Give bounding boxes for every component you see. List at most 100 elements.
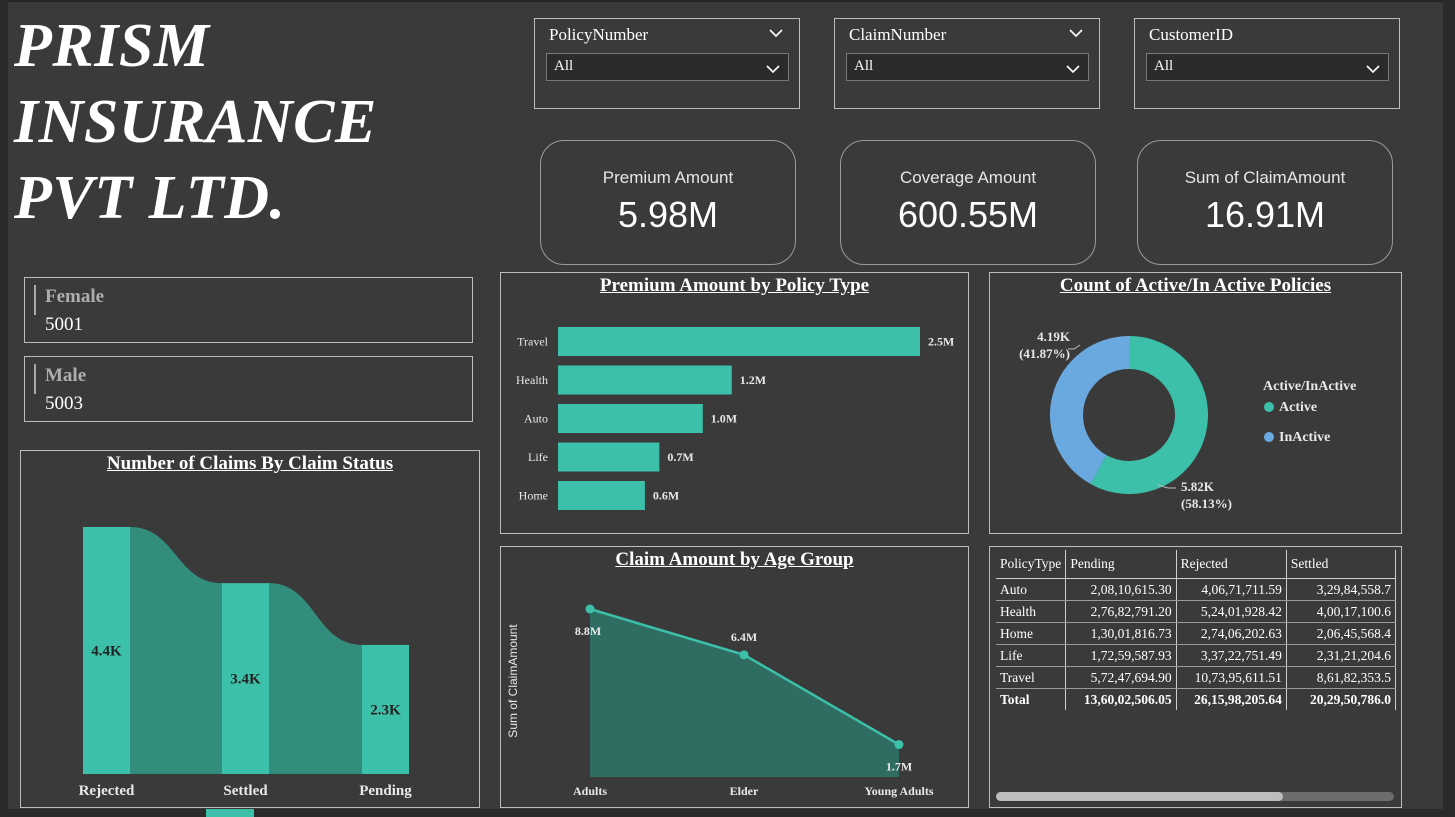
- title-line: PRISM: [14, 12, 210, 80]
- data-label: 2.3K: [370, 702, 401, 718]
- data-label: 4.19K: [1037, 329, 1071, 344]
- slicer-title: ClaimNumber: [849, 25, 947, 44]
- chevron-down-icon: [1366, 65, 1380, 74]
- table-row: Home 1,30,01,816.73 2,74,06,202.63 2,06,…: [996, 622, 1396, 645]
- coverage-amount-kpi: Coverage Amount 600.55M: [840, 140, 1096, 265]
- table-row: Auto 2,08,10,615.30 4,06,71,711.59 3,29,…: [996, 578, 1396, 601]
- bar: [558, 404, 703, 433]
- policy-number-slicer: PolicyNumber All: [534, 18, 800, 109]
- row-label: Travel: [996, 666, 1067, 689]
- table-cell: 4,06,71,711.59: [1176, 578, 1287, 601]
- data-label: 5.82K: [1181, 479, 1215, 494]
- table-cell: 2,08,10,615.30: [1065, 578, 1177, 601]
- kpi-value: 5.98M: [617, 194, 719, 235]
- kpi-label: Premium Amount: [602, 168, 734, 187]
- policy-number-dropdown[interactable]: All: [546, 53, 789, 81]
- category-label: Young Adults: [864, 784, 933, 798]
- window-right-edge: [1443, 0, 1455, 817]
- premium-by-policy-panel: Premium Amount by Policy Type Travel 2.5M…: [500, 272, 969, 534]
- matrix-horizontal-scrollbar[interactable]: [996, 792, 1394, 801]
- male-count-card: Male 5003: [24, 356, 473, 422]
- category-label: Travel: [517, 335, 549, 349]
- chart-title: Count of Active/In Active Policies: [1059, 275, 1332, 296]
- table-cell: 10,73,95,611.51: [1176, 666, 1287, 689]
- claims-by-status-panel: Number of Claims By Claim Status 4.4K Rej…: [20, 450, 480, 808]
- legend-entry: InActive: [1279, 430, 1330, 445]
- leader-line: [1157, 484, 1176, 489]
- data-label: (58.13%): [1181, 496, 1232, 511]
- legend-entry: Active: [1279, 400, 1317, 415]
- column-header[interactable]: Settled: [1286, 550, 1396, 579]
- kpi-label: Sum of ClaimAmount: [1184, 168, 1346, 187]
- customer-id-dropdown[interactable]: All: [1146, 53, 1389, 81]
- window-top-edge: [0, 0, 1455, 2]
- data-label: 8.8M: [575, 624, 601, 638]
- column-header[interactable]: PolicyType: [996, 550, 1067, 579]
- category-label: Elder: [730, 784, 759, 798]
- slicer-title: CustomerID: [1149, 25, 1234, 44]
- active-policies-panel: Count of Active/In Active Policies 5.82K…: [989, 272, 1402, 534]
- y-axis-label: Sum of ClaimAmount: [506, 624, 520, 738]
- bar: [558, 365, 732, 395]
- title-line: PVT LTD.: [14, 164, 286, 232]
- claim-area-chart: 8.8M 6.4M 1.7M Adults Elder Young Adults Sum o…: [506, 604, 934, 798]
- column-header[interactable]: Rejected: [1176, 550, 1287, 579]
- claim-number-dropdown[interactable]: All: [846, 53, 1089, 81]
- matrix-viewport[interactable]: PolicyType Pending Rejected Settled Auto…: [996, 550, 1396, 710]
- card-label: Male: [45, 365, 87, 386]
- slicer-title: PolicyNumber: [549, 25, 649, 44]
- customer-id-slicer: CustomerID All: [1134, 18, 1400, 109]
- table-cell: 8,61,82,353.5: [1286, 666, 1396, 689]
- category-label: Pending: [359, 783, 412, 799]
- bar: [558, 481, 645, 510]
- donut-slice-active: [1090, 336, 1208, 494]
- row-label: Total: [996, 688, 1067, 710]
- active-policies-donut: 5.82K (58.13%) 4.19K (41.87%) Active/InActiv…: [1019, 329, 1356, 511]
- dropdown-value: All: [854, 58, 874, 74]
- active-page-tab[interactable]: [206, 809, 254, 817]
- category-label: Adults: [573, 784, 607, 798]
- chevron-down-icon: [1066, 65, 1080, 74]
- total-cell: 13,60,02,506.05: [1065, 688, 1177, 710]
- legend-marker: [1264, 432, 1274, 442]
- scrollbar-thumb[interactable]: [996, 792, 1283, 801]
- row-label: Health: [996, 600, 1067, 623]
- claims-ribbon-chart: 4.4K Rejected 3.4K Settled 2.3K Pending: [79, 527, 412, 799]
- kpi-value: 600.55M: [897, 194, 1039, 235]
- table-cell: 1,72,59,587.93: [1065, 644, 1177, 667]
- chevron-down-icon[interactable]: [767, 24, 785, 42]
- data-label: 1.0M: [711, 412, 737, 426]
- table-row: Health 2,76,82,791.20 5,24,01,928.42 4,0…: [996, 600, 1396, 623]
- table-cell: 5,72,47,694.90: [1065, 666, 1177, 689]
- table-cell: 1,30,01,816.73: [1065, 622, 1177, 645]
- claims-matrix-panel: [989, 546, 1402, 808]
- table-row: Life 1,72,59,587.93 3,37,22,751.49 2,31,…: [996, 644, 1396, 667]
- table-cell: 4,00,17,100.6: [1286, 600, 1396, 623]
- data-label: 0.7M: [667, 450, 693, 464]
- total-cell: 20,29,50,786.0: [1286, 688, 1396, 710]
- bar: [83, 527, 130, 774]
- data-point: [894, 740, 904, 750]
- card-accent: [34, 364, 36, 394]
- claim-amount-kpi: Sum of ClaimAmount 16.91M: [1137, 140, 1393, 265]
- data-point: [585, 604, 595, 614]
- table-cell: 2,06,45,568.4: [1286, 622, 1396, 645]
- column-header[interactable]: Pending: [1065, 550, 1177, 579]
- card-accent: [34, 285, 36, 315]
- category-label: Auto: [524, 412, 548, 426]
- chart-title: Claim Amount by Age Group: [615, 549, 854, 570]
- chevron-down-icon[interactable]: [1067, 24, 1085, 42]
- data-label: 1.7M: [886, 760, 912, 774]
- female-count-card: Female 5001: [24, 277, 473, 343]
- bar: [558, 327, 920, 356]
- company-title: PRISM INSURANCE PVT LTD.: [14, 8, 377, 236]
- total-row: Total 13,60,02,506.05 26,15,98,205.64 20…: [996, 688, 1396, 710]
- ribbon-connector: [269, 583, 362, 774]
- table-cell: 2,31,21,204.6: [1286, 644, 1396, 667]
- matrix-header-row: PolicyType Pending Rejected Settled: [996, 550, 1396, 579]
- category-label: Settled: [223, 783, 268, 799]
- page-tab-strip: [0, 809, 1455, 817]
- category-label: Health: [516, 373, 548, 387]
- claim-number-slicer: ClaimNumber All: [834, 18, 1100, 109]
- data-point: [739, 650, 749, 660]
